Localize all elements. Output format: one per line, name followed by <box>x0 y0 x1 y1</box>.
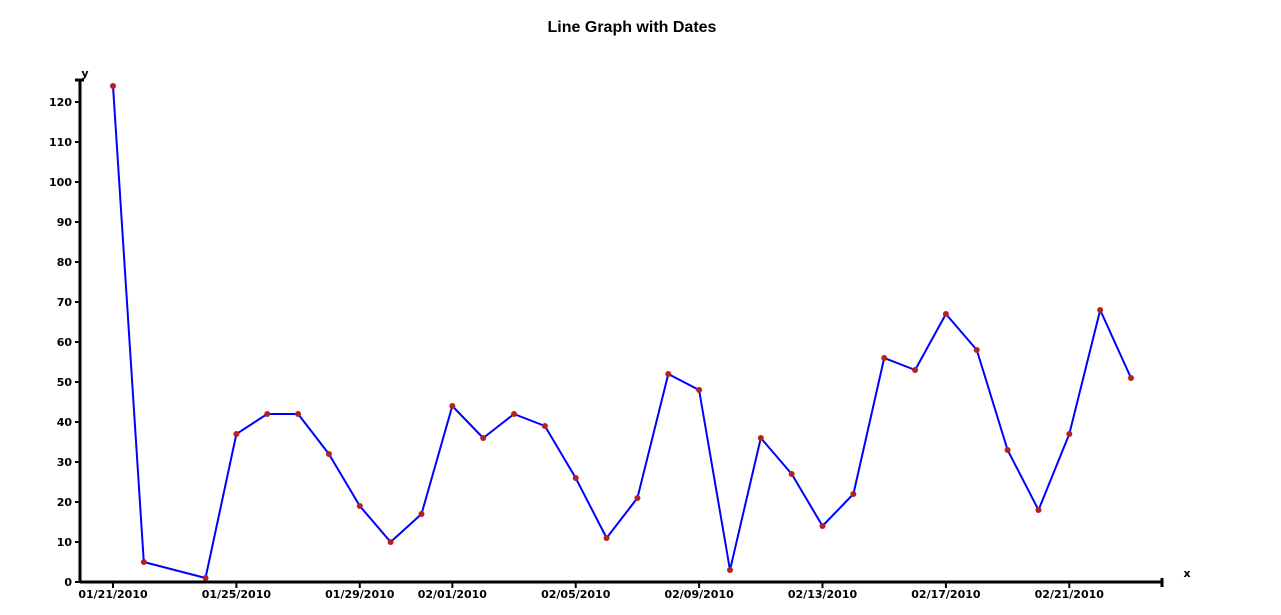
x-tick-label: 02/05/2010 <box>541 588 611 601</box>
data-point <box>202 575 209 581</box>
y-tick-label: 100 <box>49 176 72 189</box>
data-point <box>264 411 271 417</box>
data-point <box>449 403 456 409</box>
data-point <box>696 387 703 393</box>
y-tick-label: 70 <box>57 296 73 309</box>
data-point <box>788 471 795 477</box>
data-point <box>881 355 888 361</box>
chart-title: Line Graph with Dates <box>548 19 717 36</box>
y-tick-label: 80 <box>57 256 73 269</box>
data-point <box>511 411 518 417</box>
x-tick-label: 02/21/2010 <box>1035 588 1105 601</box>
y-axis-label: y <box>81 67 88 80</box>
y-tick-label: 30 <box>57 456 73 469</box>
data-point <box>942 311 949 317</box>
y-tick-label: 0 <box>64 576 72 589</box>
y-tick-label: 10 <box>57 536 73 549</box>
series-line <box>112 85 1132 579</box>
y-tick-label: 120 <box>49 96 72 109</box>
x-tick-label: 02/13/2010 <box>788 588 858 601</box>
data-point <box>572 475 579 481</box>
series-line-group <box>112 85 1132 579</box>
x-tick-label: 01/29/2010 <box>325 588 395 601</box>
data-point <box>757 435 764 441</box>
data-point <box>973 347 980 353</box>
data-point <box>1066 431 1073 437</box>
data-point <box>912 367 919 373</box>
x-tick-label: 02/09/2010 <box>664 588 734 601</box>
data-point <box>110 83 116 89</box>
data-point <box>418 511 425 517</box>
data-point <box>665 371 672 377</box>
x-tick-label: 01/25/2010 <box>202 588 272 601</box>
axes: 0 10 20 30 40 50 60 70 80 90 100 110 120 01/21/2010 01… <box>49 78 1164 601</box>
data-point <box>1035 507 1042 513</box>
x-tick-label: 02/17/2010 <box>911 588 981 601</box>
data-point <box>726 567 733 573</box>
y-tick-label: 90 <box>57 216 73 229</box>
data-point <box>819 523 826 529</box>
data-point <box>634 495 641 501</box>
data-point <box>480 435 487 441</box>
data-point <box>850 491 857 497</box>
y-tick-label: 40 <box>57 416 73 429</box>
x-tick-label: 02/01/2010 <box>418 588 488 601</box>
x-tick-label: 01/21/2010 <box>78 588 148 601</box>
data-point <box>233 431 240 437</box>
data-point <box>1097 307 1104 313</box>
y-tick-label: 20 <box>57 496 73 509</box>
data-point <box>140 559 147 565</box>
data-point <box>356 503 363 509</box>
data-point <box>387 539 394 545</box>
x-axis-label: x <box>1183 567 1190 580</box>
data-point <box>295 411 302 417</box>
y-tick-label: 60 <box>57 336 73 349</box>
data-point <box>603 535 610 541</box>
data-point <box>325 451 332 457</box>
data-point <box>1128 375 1134 381</box>
y-tick-label: 110 <box>49 136 72 149</box>
data-points-group <box>110 83 1134 581</box>
y-tick-label: 50 <box>57 376 73 389</box>
data-point <box>541 423 548 429</box>
data-point <box>1004 447 1011 453</box>
